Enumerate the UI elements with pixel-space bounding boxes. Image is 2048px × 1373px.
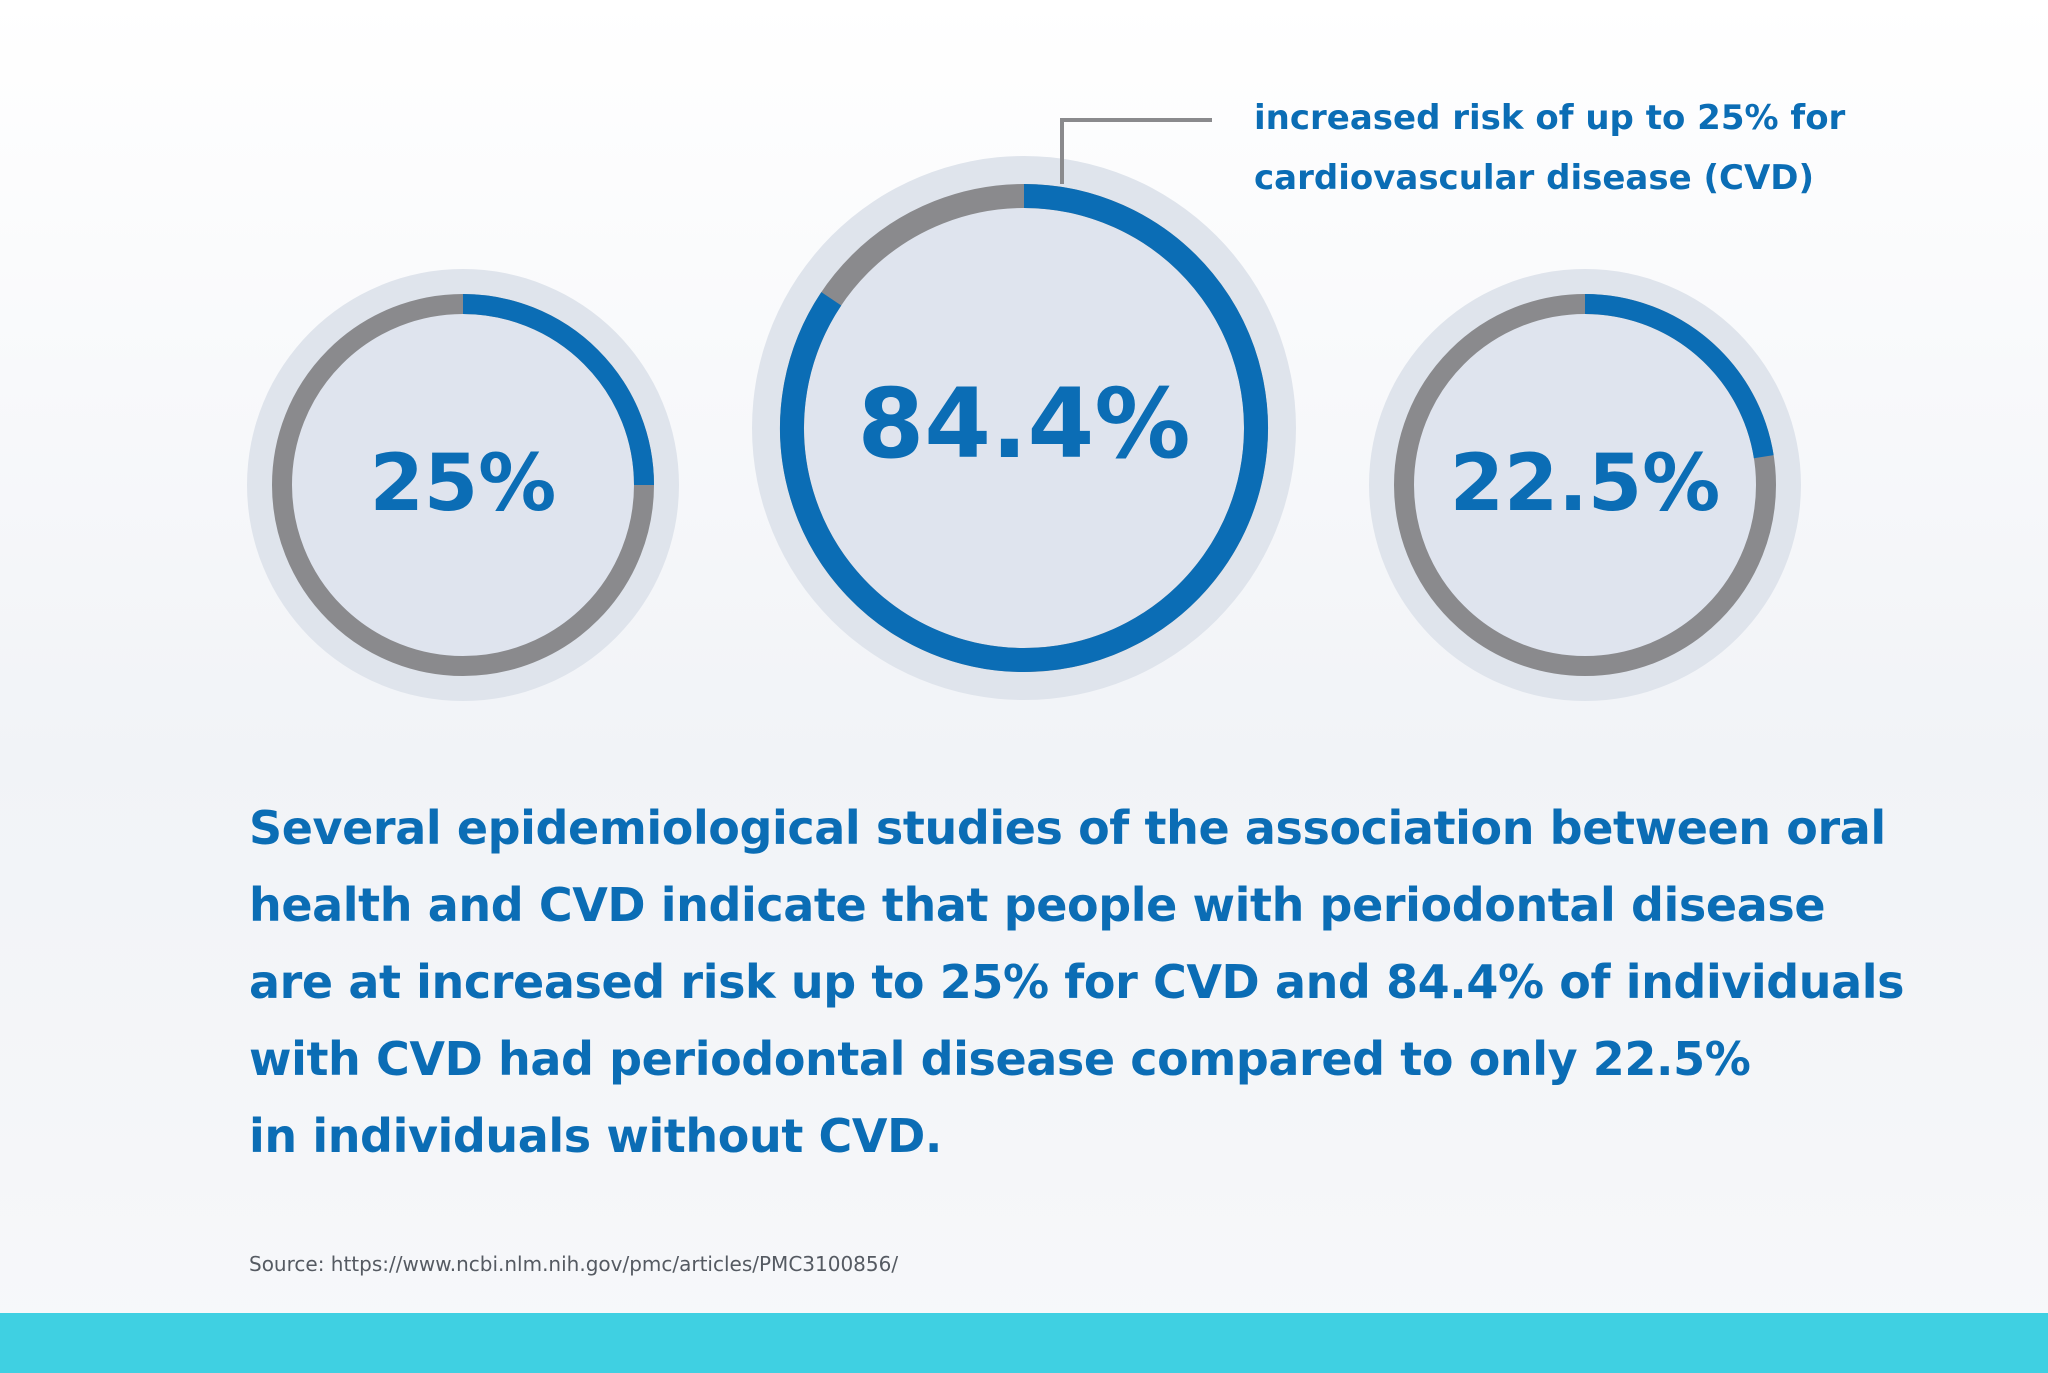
donut-inner-disc [282, 304, 644, 666]
donut-value-arc [1584, 294, 1774, 459]
donut-value-arc [780, 184, 1268, 672]
summary-line: Several epidemiological studies of the a… [249, 801, 1886, 855]
summary-line: are at increased risk up to 25% for CVD … [249, 955, 1905, 1009]
callout-line-1: increased risk of up to 25% for [1254, 98, 1846, 138]
summary-line: health and CVD indicate that people with… [249, 878, 1826, 932]
summary-paragraph: Several epidemiological studies of the a… [249, 790, 1949, 1175]
source-citation: Source: https://www.ncbi.nlm.nih.gov/pmc… [249, 1252, 899, 1276]
donut-ring-2: 84.4% [752, 156, 1296, 700]
callout-line-2: cardiovascular disease (CVD) [1254, 158, 1815, 198]
summary-line: with CVD had periodontal disease compare… [249, 1032, 1751, 1086]
footer-bar [0, 1313, 2048, 1373]
donut-value-label: 25% [370, 439, 557, 529]
donut-ring-1: 25% [247, 269, 679, 701]
donut-value-label: 22.5% [1450, 439, 1721, 529]
callout-annotation: increased risk of up to 25% for cardiova… [1254, 88, 1894, 208]
donut-ring-3: 22.5% [1369, 269, 1801, 701]
donut-inner-disc [792, 196, 1256, 660]
donut-value-arc [462, 294, 654, 486]
donut-inner-disc [1404, 304, 1766, 666]
summary-line: in individuals without CVD. [249, 1109, 942, 1163]
donut-value-label: 84.4% [857, 368, 1190, 480]
callout-leader-line [1060, 118, 1212, 184]
